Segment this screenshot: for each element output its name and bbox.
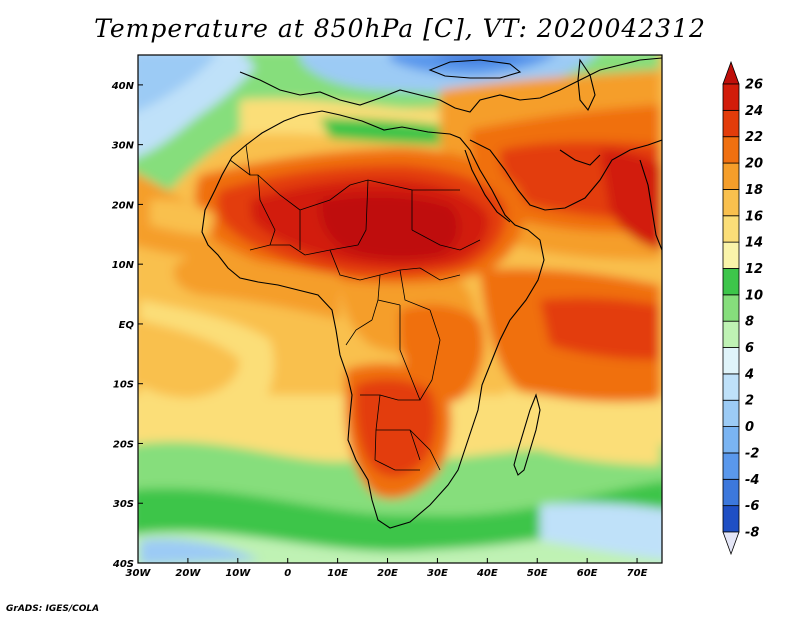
- madagascar-coastline: [513, 393, 541, 476]
- colorbar-label: -4: [745, 473, 759, 488]
- colorbar-label: 2: [745, 394, 754, 409]
- persian-gulf: [559, 149, 601, 166]
- lon-tick-label: 0: [284, 568, 291, 579]
- colorbar-label: 14: [745, 236, 763, 251]
- lon-tick-label: 10E: [327, 568, 348, 579]
- map-frame: [137, 54, 663, 564]
- red-sea-coast: [464, 149, 511, 223]
- caspian-sea: [577, 58, 596, 112]
- colorbar-label: -8: [745, 526, 759, 541]
- lat-tick-label: 40S: [112, 559, 134, 570]
- africa-coastline: [201, 110, 545, 529]
- lat-tick-label: 10S: [113, 380, 134, 391]
- colorbar-label: 18: [745, 183, 763, 198]
- lon-tick-label: 30W: [126, 568, 152, 579]
- lat-tick-label: 40N: [111, 81, 135, 92]
- colorbar-swatch: [722, 83, 740, 111]
- lon-tick-label: 40E: [476, 568, 498, 579]
- colorbar-swatch: [722, 320, 740, 348]
- colorbar-swatch: [722, 241, 740, 269]
- colorbar-label: 8: [745, 315, 754, 330]
- lon-tick-label: 70E: [627, 568, 648, 579]
- colorbar-swatch: [722, 347, 740, 375]
- colorbar-label: 10: [745, 288, 763, 303]
- lat-tick-label: 10N: [112, 260, 135, 271]
- colorbar-swatch: [722, 373, 740, 401]
- colorbar-label: 20: [745, 157, 763, 172]
- colorbar-label: 24: [745, 104, 763, 119]
- lon-tick-label: 20W: [175, 568, 201, 579]
- colorbar-swatch: [722, 162, 740, 190]
- lon-tick-label: 30E: [427, 568, 448, 579]
- colorbar-swatch: [722, 189, 740, 217]
- colorbar-label: 16: [745, 209, 763, 224]
- lat-tick-label: 30N: [112, 141, 135, 152]
- lat-axis: 40N 30N 20N 10N EQ 10S 20S 30S 40S: [111, 81, 143, 570]
- colorbar-label: -6: [745, 499, 759, 514]
- coastline-borders: [201, 57, 662, 529]
- arabia-coastline: [469, 139, 662, 211]
- india-coast: [639, 159, 662, 251]
- credit-label: GrADS: IGES/COLA: [6, 604, 100, 614]
- lat-tick-label: 20N: [112, 200, 135, 211]
- colorbar-swatch: [722, 399, 740, 427]
- lat-tick-label: 30S: [113, 499, 134, 510]
- lon-tick-label: 10W: [225, 568, 251, 579]
- lat-tick-label: EQ: [119, 320, 135, 331]
- colorbar-label: 0: [745, 420, 754, 435]
- colorbar-top-arrow: [722, 60, 740, 85]
- colorbar-label: 6: [745, 341, 754, 356]
- map-title: Temperature at 850hPa [C], VT: 202004231…: [94, 14, 706, 43]
- lon-axis: 30W 20W 10W 0 10E 20E 30E 40E 50E 60E 70E: [126, 558, 648, 579]
- colorbar-swatch: [722, 109, 740, 138]
- black-sea: [428, 59, 522, 79]
- lon-tick-label: 60E: [577, 568, 598, 579]
- colorbar-swatch: [722, 478, 740, 507]
- europe-coast: [239, 57, 662, 113]
- colorbar-swatch: [722, 268, 740, 296]
- country-borders: [229, 144, 481, 471]
- colorbar-swatch: [722, 136, 740, 164]
- colorbar-bottom-arrow: [722, 531, 740, 556]
- colorbar-label: -2: [745, 446, 759, 461]
- colorbar-label: 12: [745, 262, 763, 277]
- colorbar-label: 22: [745, 130, 763, 145]
- colorbar-swatch: [722, 426, 740, 454]
- lon-tick-label: 20E: [377, 568, 398, 579]
- lon-tick-label: 50E: [527, 568, 548, 579]
- colorbar-swatch: [722, 215, 740, 243]
- colorbar-label: 4: [744, 367, 754, 382]
- colorbar-swatch: [722, 452, 740, 480]
- lat-tick-label: 20S: [113, 439, 134, 450]
- colorbar-swatch: [722, 294, 740, 322]
- colorbar-label: 26: [745, 78, 763, 93]
- colorbar-swatch: [722, 505, 740, 533]
